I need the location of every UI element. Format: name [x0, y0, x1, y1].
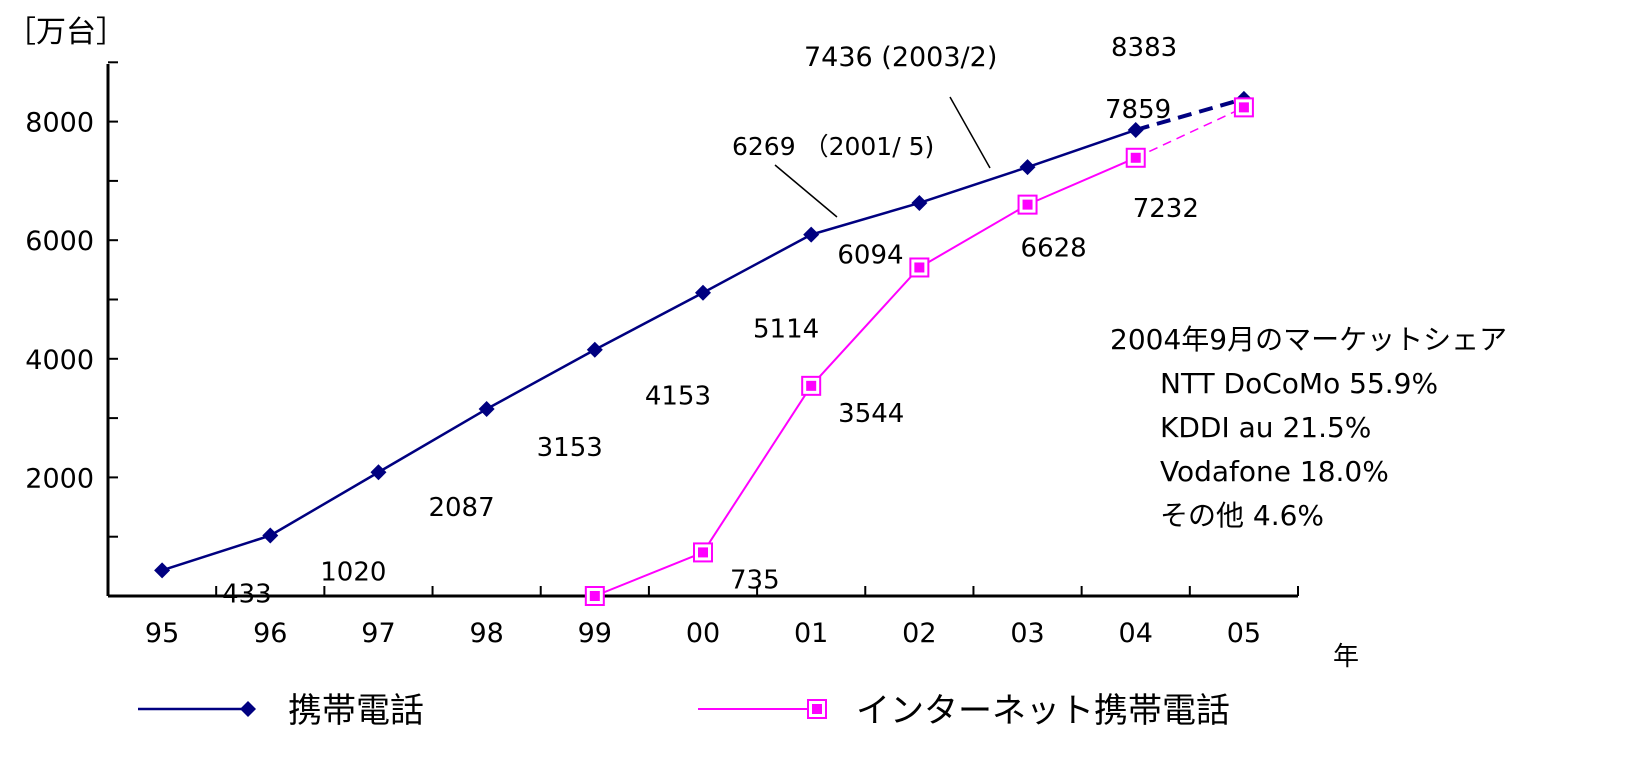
series-2-segment [702, 385, 813, 553]
x-unit-label: 年 [1333, 642, 1359, 672]
point-marker-diamond [1019, 159, 1036, 176]
point-marker-diamond [695, 284, 711, 301]
annotation-leader-line [774, 164, 838, 218]
series-1-segment [810, 201, 920, 236]
x-tick-label: 95 [145, 618, 179, 649]
series-layer [154, 90, 1254, 606]
data-label-internet: 3544 [838, 399, 904, 429]
y-tick-label: 8000 [25, 108, 94, 139]
point-marker-square-fill [812, 704, 822, 714]
point-marker-diamond [370, 464, 387, 481]
legend: 携帯電話 インターネット携帯電話 [138, 691, 1230, 731]
series-1-segment [702, 233, 812, 294]
series-1-segment [594, 291, 704, 351]
point-marker-square-fill [1238, 102, 1249, 113]
tick-labels: 2000 4000 6000 8000 95 96 97 98 99 00 01 02 03 04 05 ［万… [6, 15, 1359, 672]
data-label-internet: 6628 [1021, 234, 1087, 264]
x-tick-label: 99 [578, 618, 612, 649]
point-marker-square [584, 586, 605, 606]
data-label-mobile: 4153 [645, 382, 711, 412]
annotation-8383: 8383 [1111, 33, 1177, 63]
axes [106, 61, 1299, 598]
point-marker-diamond [803, 226, 820, 243]
point-marker-square-fill [806, 380, 817, 391]
y-unit-label: ［万台］ [6, 15, 126, 50]
data-label-internet: 6094 [837, 240, 903, 270]
data-label-internet: 735 [730, 565, 780, 595]
point-marker-square [693, 542, 713, 563]
market-share-item-vodafone: Vodafone 18.0% [1160, 455, 1389, 488]
x-tick-label: 05 [1227, 618, 1261, 649]
data-label-mobile: 3153 [537, 433, 603, 463]
point-marker-square [807, 699, 827, 719]
point-marker-square [909, 257, 930, 278]
x-tick-label: 00 [686, 618, 720, 649]
y-tick-label: 6000 [25, 226, 94, 257]
legend-label-mobile: 携帯電話 [288, 691, 424, 731]
x-tick-label: 97 [361, 618, 395, 649]
point-marker-diamond [586, 341, 603, 358]
market-share-item-kddi: KDDI au 21.5% [1160, 411, 1372, 444]
x-tick-label: 98 [469, 618, 503, 649]
x-tick-label: 02 [902, 618, 936, 649]
point-marker-square [1233, 97, 1254, 118]
data-label-mobile: 5114 [753, 315, 819, 345]
series-2-segment [918, 203, 1029, 269]
series-1-segment [1027, 128, 1137, 169]
point-marker-diamond [262, 527, 279, 544]
annotation-2003: 7436 (2003/2) [804, 42, 997, 73]
x-tick-label: 03 [1010, 618, 1044, 649]
point-marker-square [1017, 194, 1038, 215]
series-2-segment [1027, 156, 1137, 206]
annotation-2001: 6269 （2001/ 5) [732, 132, 934, 161]
point-marker-square-fill [1130, 152, 1141, 163]
series-1-segment [377, 407, 488, 474]
market-share-item-other: その他 4.6% [1160, 499, 1325, 532]
point-marker-diamond [240, 701, 256, 717]
point-marker-square-fill [589, 591, 600, 601]
series-1-segment [269, 471, 380, 537]
data-label-mobile: 2087 [428, 493, 494, 523]
data-label-internet: 7859 [1105, 95, 1171, 125]
series-1-projection-segment [1135, 96, 1245, 132]
series-1-segment [161, 534, 271, 572]
y-tick-label: 4000 [25, 345, 94, 376]
point-marker-square-fill [914, 262, 925, 273]
series-2-segment [594, 551, 704, 597]
data-label-mobile: 1020 [320, 558, 386, 588]
y-tick-label: 2000 [25, 463, 94, 494]
point-marker-square [1125, 147, 1146, 168]
point-marker-diamond [911, 194, 928, 211]
point-marker-diamond [478, 401, 495, 418]
point-marker-square-fill [1022, 199, 1033, 210]
x-tick-label: 04 [1119, 618, 1153, 649]
point-marker-square [801, 375, 822, 396]
annotation-leader-line [949, 96, 991, 169]
x-tick-label: 96 [253, 618, 287, 649]
series-2-projection-segment [1135, 106, 1245, 159]
point-marker-square-fill [698, 547, 708, 558]
legend-label-internet: インターネット携帯電話 [856, 691, 1230, 731]
point-marker-diamond [154, 562, 171, 579]
point-marker-diamond [1127, 121, 1144, 138]
data-labels: 433 1020 2087 3153 4153 5114 735 3544 6094 6628 72… [222, 95, 1199, 609]
series-1-segment [486, 348, 596, 411]
annotations: 6269 （2001/ 5) 7436 (2003/2) 8383 [732, 33, 1177, 218]
data-label-internet: 7232 [1133, 194, 1199, 224]
series-1-segment [918, 165, 1028, 205]
market-share-item-docomo: NTT DoCoMo 55.9% [1160, 367, 1439, 400]
x-tick-label: 01 [794, 618, 828, 649]
market-share-box: 2004年9月のマーケットシェア NTT DoCoMo 55.9% KDDI a… [1110, 318, 1507, 538]
series-2-segment [810, 266, 921, 387]
market-share-title: 2004年9月のマーケットシェア [1110, 323, 1508, 356]
data-label-mobile: 433 [222, 579, 272, 609]
